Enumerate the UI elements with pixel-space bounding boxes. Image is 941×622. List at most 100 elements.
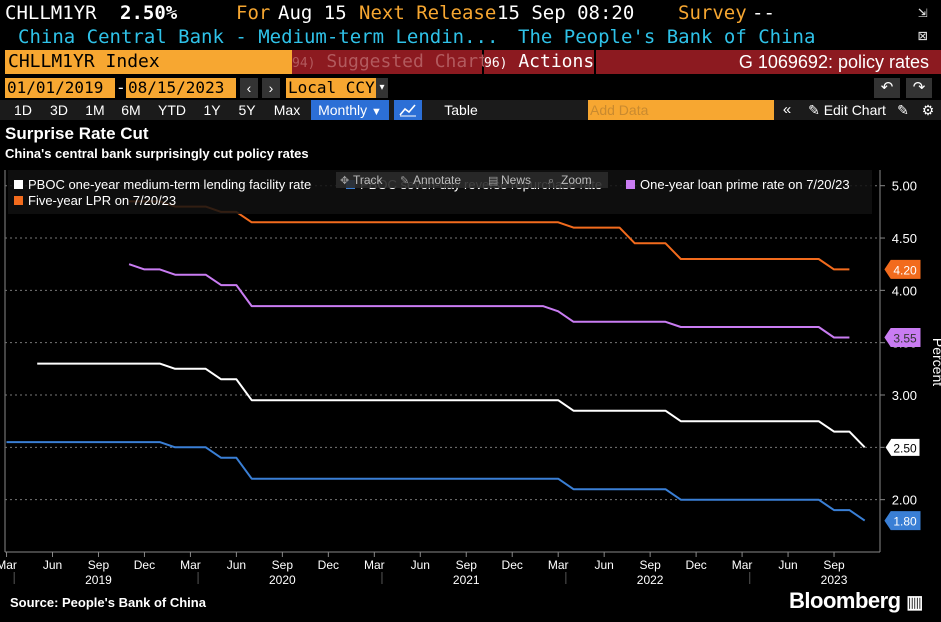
suggested-num: 94)	[292, 56, 316, 71]
chart-tool-track: Track	[353, 173, 384, 187]
range-1y[interactable]: 1Y	[203, 102, 221, 118]
redo-icon[interactable]: ↷	[906, 78, 932, 98]
y-tick-label: 4.50	[892, 231, 917, 246]
survey-value: --	[752, 2, 775, 24]
legend-swatch-rr	[346, 180, 355, 189]
close-icon[interactable]: ⊠	[918, 26, 928, 45]
x-tick-label: Mar	[732, 558, 753, 572]
for-date: Aug 15	[278, 2, 347, 24]
for-label: For	[236, 2, 271, 24]
chart-title: Surprise Rate Cut	[5, 124, 149, 143]
legend-swatch-lpr5	[14, 196, 23, 205]
security-description: China Central Bank - Medium-term Lendin.…	[18, 26, 499, 48]
x-tick-label: Mar	[548, 558, 569, 572]
legend-swatch-mlf	[14, 180, 23, 189]
add-data-input[interactable]: Add Data	[588, 100, 774, 120]
chart-tool-news: News	[501, 173, 531, 187]
series-line-rr	[6, 441, 866, 522]
chart-logo-icon: ▥	[906, 592, 923, 612]
x-tick-label: Sep	[456, 558, 478, 572]
legend-entry-mlf: PBOC one-year medium-term lending facili…	[28, 177, 311, 192]
range-6m[interactable]: 6M	[121, 102, 141, 118]
x-tick-label: Sep	[88, 558, 110, 572]
actions-button[interactable]: 96) Actions ▾	[484, 50, 612, 74]
x-tick-label: Jun	[594, 558, 613, 572]
x-year-label: 2022	[637, 573, 664, 587]
x-tick-label: Jun	[43, 558, 62, 572]
table-button[interactable]: Table	[444, 102, 478, 118]
y-tick-label: 5.00	[892, 179, 917, 194]
popout-icon[interactable]: ⇲	[918, 2, 928, 21]
legend-entry-rr: PBOC seven-day reverse repurchase rate	[360, 177, 602, 192]
line-chart-icon[interactable]	[394, 100, 422, 120]
line-chart-glyph	[399, 104, 416, 117]
chart-tool-track-icon: ✥	[340, 175, 349, 187]
chart-tools: ✥ Track ✎ Annotate ▤ News ⌕ Zoom	[336, 172, 608, 188]
quote-header: CHLLM1YR 2.50% For Aug 15 Next Release 1…	[0, 2, 941, 26]
chart-id: G 1069692: policy rates	[738, 52, 929, 72]
x-tick-label: Dec	[502, 558, 523, 572]
last-value-tags: 2.50 1.80 3.55 4.20	[884, 259, 921, 531]
ticker: CHLLM1YR	[5, 2, 97, 24]
x-axis: Mar Jun Sep Dec Mar Jun Sep Dec Mar Jun Sep Dec Mar J…	[0, 552, 848, 587]
date-from-input[interactable]: 01/01/2019	[5, 78, 115, 98]
source-name: The People's Bank of China	[518, 26, 816, 48]
gear-icon[interactable]: ⚙	[921, 102, 935, 118]
undo-icon[interactable]: ↶	[874, 78, 900, 98]
y-axis-label: Percent	[930, 338, 941, 386]
last-value-tag-lpr5	[884, 259, 921, 279]
description-row: China Central Bank - Medium-term Lendin.…	[0, 26, 941, 50]
last-value-label-rr: 1.80	[893, 515, 917, 529]
range-3d[interactable]: 3D	[50, 102, 68, 118]
x-tick-label: Sep	[823, 558, 845, 572]
last-value-tag-mlf	[884, 437, 921, 457]
frequency-chevron-icon: ▼	[371, 106, 382, 118]
range-5y[interactable]: 5Y	[238, 102, 256, 118]
y-tick-label: 3.00	[892, 388, 917, 403]
chart-tool-zoom-icon: ⌕	[548, 175, 554, 187]
x-tick-label: Jun	[778, 558, 797, 572]
x-tick-label: Dec	[134, 558, 155, 572]
last-value-label-lpr5: 4.20	[893, 263, 917, 277]
x-tick-label: Mar	[364, 558, 385, 572]
last-value-tag-rr	[884, 511, 921, 531]
y-tick-label: 3.50	[892, 336, 917, 351]
x-year-label: 2021	[453, 573, 480, 587]
chart-tools-bar	[336, 172, 608, 188]
x-year-label: 2019	[85, 573, 112, 587]
range-ytd[interactable]: YTD	[158, 102, 186, 118]
range-1m[interactable]: 1M	[85, 102, 105, 118]
x-tick-label: Dec	[685, 558, 706, 572]
currency-select[interactable]: Local CCY	[286, 78, 376, 98]
range-toolbar: 1D 3D 1M 6M YTD 1Y 5Y Max Monthly ▼ Tabl…	[0, 100, 941, 120]
actions-num: 96)	[484, 56, 508, 71]
range-1d[interactable]: 1D	[14, 102, 32, 118]
collapse-icon[interactable]: «	[782, 101, 792, 118]
chevron-left-icon[interactable]: ‹	[240, 78, 258, 98]
next-release-label: Next Release	[359, 2, 497, 24]
legend: PBOC one-year medium-term lending facili…	[8, 170, 872, 214]
legend-box	[8, 170, 872, 214]
chevron-right-icon[interactable]: ›	[262, 78, 280, 98]
series-line-lpr1	[128, 263, 850, 339]
range-max[interactable]: Max	[273, 102, 301, 118]
currency-chevron-icon[interactable]: ▾	[376, 78, 388, 98]
edit-chart-button[interactable]: ✎ Edit Chart	[804, 100, 890, 120]
x-tick-label: Jun	[227, 558, 246, 572]
grid-lines	[4, 170, 881, 553]
actions-label: Actions	[518, 51, 595, 72]
y-axis: 5.00 4.50 4.00 3.50 3.00 2.50 2.00	[880, 179, 917, 508]
last-value: 2.50%	[120, 2, 178, 24]
next-release-value: 15 Sep 08:20	[497, 2, 635, 24]
suggested-charts-button[interactable]: 94) Suggested Charts	[292, 50, 500, 74]
source-note: Source: People's Bank of China	[10, 595, 206, 610]
x-tick-label: Jun	[411, 558, 430, 572]
date-to-input[interactable]: 08/15/2023	[126, 78, 236, 98]
command-bar: CHLLM1YR Index 94) Suggested Charts 96) …	[0, 50, 941, 74]
y-tick-label: 4.00	[892, 283, 917, 298]
settings-pencil-icon[interactable]: ✎	[897, 102, 909, 118]
suggested-label: Suggested Charts	[326, 51, 500, 72]
frequency-select[interactable]: Monthly ▼	[311, 100, 389, 120]
security-field[interactable]: CHLLM1YR Index	[5, 50, 293, 74]
chart-tool-annotate: Annotate	[413, 173, 461, 187]
